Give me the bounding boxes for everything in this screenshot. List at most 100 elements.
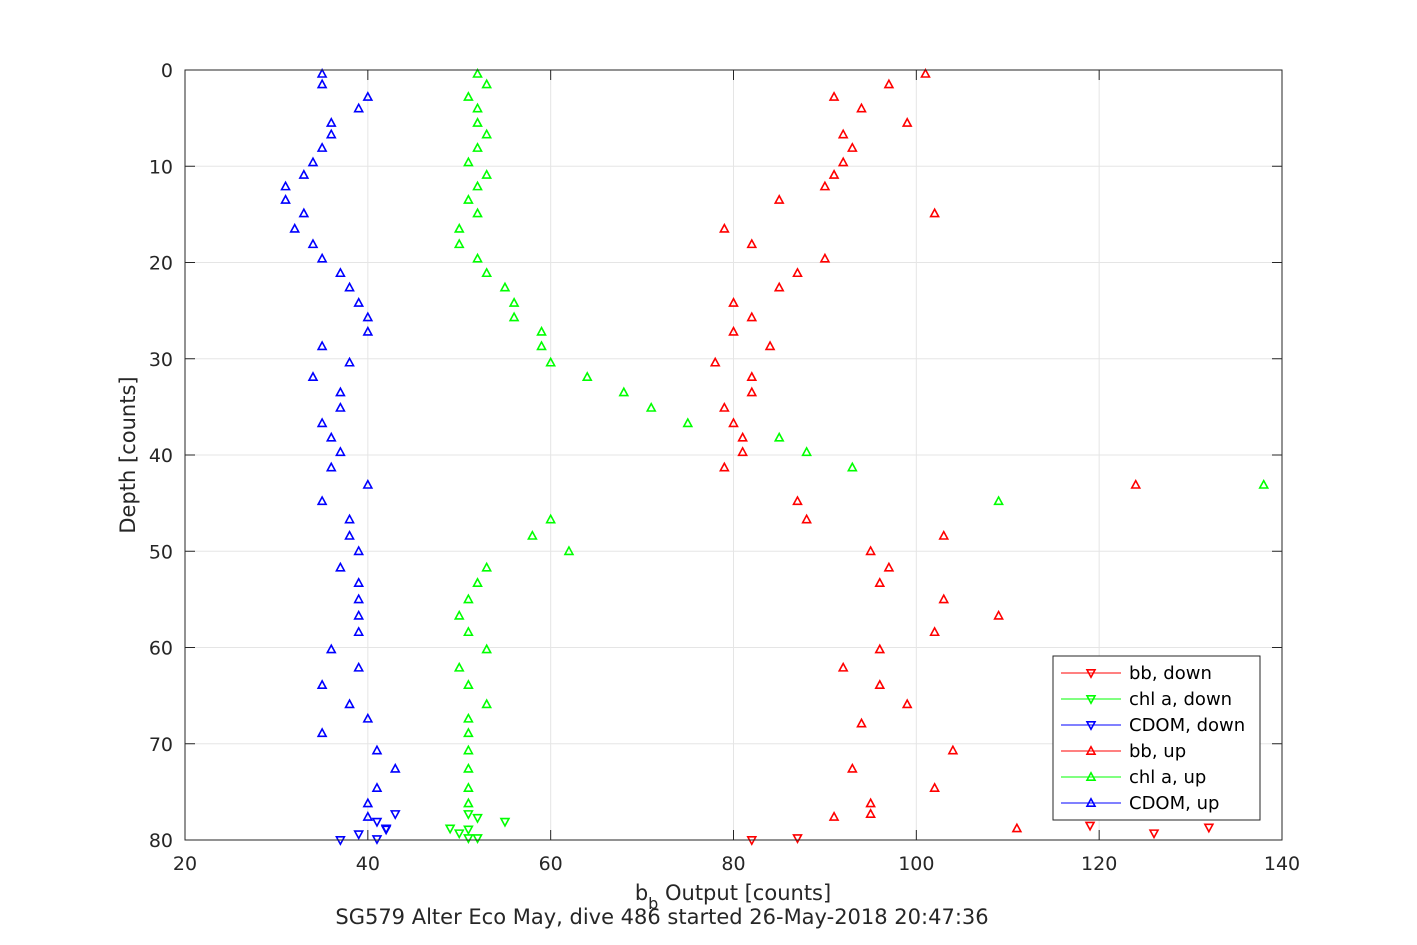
data-point: [527, 529, 538, 540]
legend-label: bb, up: [1129, 741, 1186, 762]
data-point: [353, 593, 365, 604]
data-point: [773, 194, 785, 204]
data-point: [463, 825, 474, 836]
data-point: [682, 417, 694, 428]
x-tick-label: 140: [1264, 853, 1300, 875]
data-point: [819, 180, 831, 191]
data-point: [874, 643, 886, 654]
data-point: [344, 513, 355, 524]
data-point: [316, 67, 328, 78]
data-point: [463, 593, 474, 604]
data-point: [847, 762, 858, 773]
data-point: [316, 417, 328, 428]
x-tick-label: 20: [173, 853, 197, 875]
data-point: [746, 371, 758, 381]
data-point: [453, 829, 465, 840]
x-axis-title-rest: Output [counts]: [658, 881, 831, 905]
data-point: [472, 67, 483, 78]
data-point: [746, 836, 758, 846]
y-tick-label: 70: [149, 734, 173, 756]
y-tick-label: 30: [149, 349, 173, 371]
data-point: [325, 643, 337, 654]
data-point: [389, 762, 401, 773]
data-point: [353, 102, 365, 113]
data-point: [1011, 822, 1023, 833]
data-point: [828, 169, 840, 179]
data-point: [463, 91, 474, 101]
data-point: [773, 281, 785, 292]
data-point: [792, 495, 803, 506]
legend-marker: [1085, 669, 1097, 679]
data-point: [344, 356, 355, 367]
y-axis-title: Depth [counts]: [116, 376, 140, 533]
data-point: [362, 325, 374, 336]
data-point: [920, 67, 931, 78]
data-point: [325, 128, 337, 139]
data-point: [773, 431, 785, 442]
legend-marker: [1085, 721, 1097, 731]
legend-label: chl a, down: [1129, 689, 1232, 710]
data-point: [746, 386, 758, 397]
data-point: [737, 446, 748, 457]
data-point: [463, 156, 474, 167]
data-point: [481, 169, 493, 179]
data-point: [1258, 478, 1270, 489]
data-point: [865, 808, 876, 818]
data-point: [289, 222, 301, 233]
data-point: [463, 626, 474, 637]
data-point: [801, 513, 812, 524]
data-point: [1203, 823, 1215, 834]
data-point: [764, 340, 776, 351]
x-tick-label: 40: [356, 853, 380, 875]
data-point: [371, 782, 383, 792]
x-axis-ticks: 20 40 60 80 100 120 140: [173, 70, 1300, 875]
data-point: [499, 817, 511, 828]
data-point: [719, 401, 730, 412]
data-point: [453, 238, 465, 249]
data-point: [463, 679, 474, 689]
y-tick-label: 80: [149, 830, 173, 852]
data-point: [353, 626, 365, 637]
data-point: [316, 340, 328, 351]
x-axis-title-subscript: b: [648, 894, 658, 913]
data-point: [325, 461, 337, 472]
data-point: [837, 661, 849, 672]
data-point: [463, 744, 474, 755]
data-points: [280, 67, 1270, 846]
data-point: [453, 222, 465, 233]
y-tick-label: 50: [149, 541, 173, 563]
data-point: [536, 340, 547, 351]
x-tick-label: 80: [721, 853, 745, 875]
legend-marker: [1085, 695, 1097, 705]
data-point: [536, 325, 547, 336]
data-point: [719, 461, 730, 472]
data-point: [353, 297, 365, 307]
data-point: [463, 194, 474, 204]
data-point: [1084, 821, 1096, 832]
data-point: [1130, 478, 1142, 489]
data-point: [362, 811, 374, 821]
data-point: [837, 156, 849, 167]
data-point: [929, 626, 940, 637]
data-point: [472, 813, 483, 824]
data-point: [335, 836, 346, 846]
data-point: [463, 712, 474, 723]
data-point: [472, 207, 483, 218]
data-point: [581, 371, 593, 381]
data-point: [353, 661, 365, 672]
data-point: [444, 824, 456, 835]
data-point: [335, 386, 346, 397]
data-point: [335, 401, 346, 412]
data-point: [874, 577, 886, 587]
data-point: [380, 825, 392, 836]
data-point: [362, 478, 374, 489]
data-point: [280, 180, 291, 191]
data-point: [737, 431, 748, 442]
data-point: [883, 561, 895, 572]
x-tick-label: 100: [898, 853, 934, 875]
data-point: [472, 834, 483, 844]
data-point: [938, 593, 950, 604]
data-point: [801, 446, 812, 457]
data-point: [618, 386, 630, 397]
